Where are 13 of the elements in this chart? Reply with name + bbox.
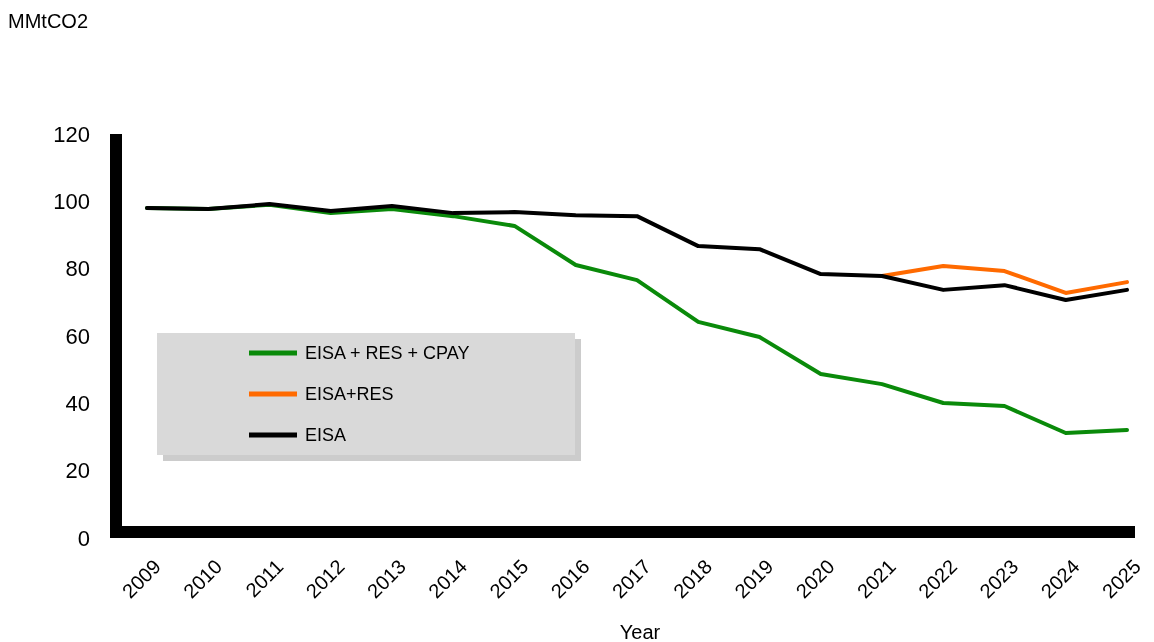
y-tick-label: 100 (53, 188, 90, 214)
y-tick-label: 20 (65, 458, 90, 484)
y-tick-label: 120 (53, 121, 90, 147)
x-axis-title: Year (619, 621, 661, 642)
y-axis-title: MMtCO2 (8, 10, 88, 32)
legend-label: EISA (305, 425, 347, 446)
y-tick-label: 80 (65, 256, 90, 282)
y-tick-label: 0 (77, 525, 90, 551)
y-tick-label: 40 (65, 390, 90, 416)
legend-label: EISA+RES (305, 384, 394, 405)
y-tick-label: 60 (65, 323, 90, 349)
legend-label: EISA + RES + CPAY (305, 343, 470, 364)
line-series (145, 202, 1129, 302)
